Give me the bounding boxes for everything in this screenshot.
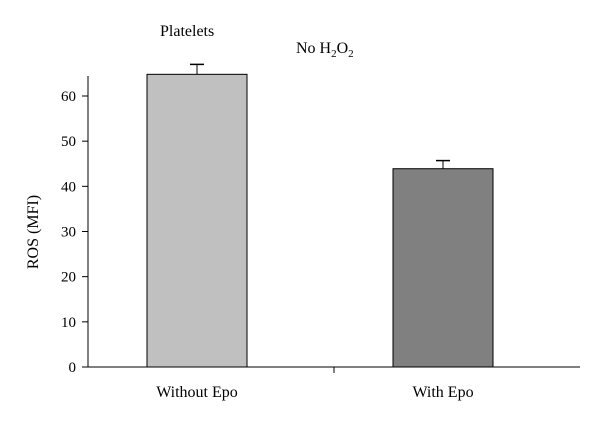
y-tick-label: 0 xyxy=(69,360,77,376)
annotation-platelets: Platelets xyxy=(160,23,214,40)
y-tick-label: 50 xyxy=(61,134,76,150)
y-axis-label: ROS (MFI) xyxy=(25,195,42,269)
y-tick-label: 10 xyxy=(61,315,76,331)
x-tick-label: Without Epo xyxy=(156,384,238,401)
error-bars xyxy=(190,63,450,169)
bars xyxy=(146,73,494,368)
y-tick-label: 60 xyxy=(61,89,76,105)
chart-title-part-2: O xyxy=(337,40,349,57)
chart-title: No H2O2 xyxy=(296,40,354,60)
bar-with-epo xyxy=(392,168,494,368)
bar-without-epo xyxy=(146,73,248,368)
y-tick-label: 40 xyxy=(61,179,76,195)
chart-title-sub-1: 2 xyxy=(331,48,337,60)
x-tick-labels: Without Epo With Epo xyxy=(156,384,473,401)
y-tick-label: 20 xyxy=(61,270,76,286)
x-tick-label: With Epo xyxy=(412,384,473,401)
chart-title-sub-2: 2 xyxy=(348,48,354,60)
chart-title-part-1: No H xyxy=(296,40,332,57)
y-tick-label: 30 xyxy=(61,225,76,241)
y-ticks: 0 10 20 30 40 50 60 xyxy=(61,89,88,376)
